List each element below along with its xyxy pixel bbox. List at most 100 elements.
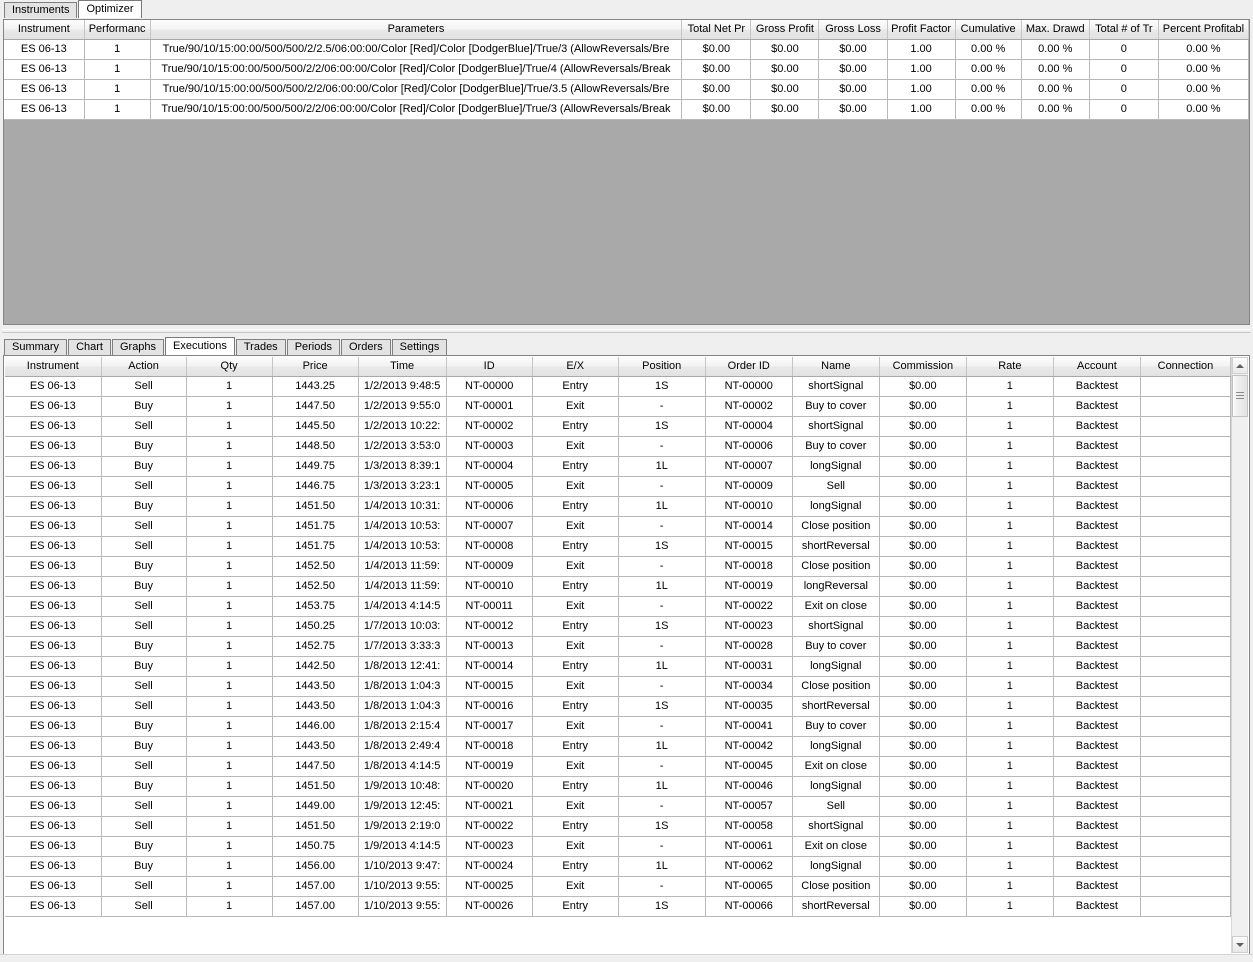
cell-price: 1448.50 xyxy=(272,436,359,457)
table-row[interactable]: ES 06-13 Buy 1 1451.50 1/4/2013 10:31: NT-000… xyxy=(5,496,1231,517)
table-row[interactable]: ES 06-13 Sell 1 1450.25 1/7/2013 10:03: NT-00… xyxy=(5,616,1231,637)
cell-action: Buy xyxy=(101,556,187,577)
column-header-performanc[interactable]: Performanc xyxy=(84,20,151,40)
scroll-up-button[interactable] xyxy=(1232,357,1248,374)
column-header-action[interactable]: Action xyxy=(101,357,187,377)
table-row[interactable]: ES 06-13 Buy 1 1450.75 1/9/2013 4:14:5 NT-000… xyxy=(5,836,1231,857)
table-row[interactable]: ES 06-13 Buy 1 1452.50 1/4/2013 11:59: NT-000… xyxy=(5,576,1231,597)
cell-position: 1L xyxy=(618,656,706,677)
tab-chart[interactable]: Chart xyxy=(68,339,111,355)
table-row[interactable]: ES 06-13 Buy 1 1449.75 1/3/2013 8:39:1 NT-000… xyxy=(5,456,1231,477)
column-header-qty[interactable]: Qty xyxy=(186,357,273,377)
column-header-gross-profit[interactable]: Gross Profit xyxy=(750,20,820,40)
cell-instrument: ES 06-13 xyxy=(4,39,85,60)
table-row[interactable]: ES 06-13 Buy 1 1452.75 1/7/2013 3:33:3 NT-000… xyxy=(5,636,1231,657)
column-header-id[interactable]: ID xyxy=(446,357,533,377)
optimizer-grid[interactable]: Instrument Performanc Parameters Total Net … xyxy=(4,20,1249,324)
table-row[interactable]: ES 06-13 Sell 1 1451.75 1/4/2013 10:53: NT-00… xyxy=(5,536,1231,557)
cell-id: NT-00015 xyxy=(446,676,533,697)
column-header-rate[interactable]: Rate xyxy=(966,357,1054,377)
optimizer-header-row[interactable]: Instrument Performanc Parameters Total Net … xyxy=(4,20,1249,40)
column-header-order-id[interactable]: Order ID xyxy=(705,357,793,377)
table-row[interactable]: ES 06-13 Sell 1 1451.75 1/4/2013 10:53: NT-00… xyxy=(5,516,1231,537)
column-header-time[interactable]: Time xyxy=(358,357,447,377)
column-header-percent-profitabl[interactable]: Percent Profitabl xyxy=(1158,20,1249,40)
table-row[interactable]: ES 06-13 Sell 1 1443.50 1/8/2013 1:04:3 NT-00… xyxy=(5,696,1231,717)
panel-splitter[interactable] xyxy=(0,327,1253,335)
table-row[interactable]: ES 06-13 Sell 1 1449.00 1/9/2013 12:45: NT-00… xyxy=(5,796,1231,817)
column-header-name[interactable]: Name xyxy=(792,357,880,377)
executions-scroll-area[interactable]: Instrument Action Qty Price Time ID E/X Positio… xyxy=(5,357,1231,953)
table-row[interactable]: ES 06-13 1 True/90/10/15:00:00/500/500/2/2… xyxy=(4,79,1249,100)
table-row[interactable]: ES 06-13 Buy 1 1451.50 1/9/2013 10:48: NT-000… xyxy=(5,776,1231,797)
cell-cumulative: 0.00 % xyxy=(955,99,1022,120)
column-header-profit-factor[interactable]: Profit Factor xyxy=(887,20,956,40)
table-row[interactable]: ES 06-13 Sell 1 1453.75 1/4/2013 4:14:5 NT-00… xyxy=(5,596,1231,617)
cell-rate: 1 xyxy=(966,876,1054,897)
cell-ex: Exit xyxy=(532,716,619,737)
executions-vertical-scrollbar[interactable] xyxy=(1231,357,1248,953)
column-header-total-of-tr[interactable]: Total # of Tr xyxy=(1089,20,1159,40)
optimizer-body[interactable]: ES 06-13 1 True/90/10/15:00:00/500/500/2/2… xyxy=(4,39,1249,120)
tab-settings[interactable]: Settings xyxy=(391,339,448,355)
table-row[interactable]: ES 06-13 Sell 1 1446.75 1/3/2013 3:23:1 NT-00… xyxy=(5,476,1231,497)
column-header-commission[interactable]: Commission xyxy=(879,357,967,377)
column-header-parameters[interactable]: Parameters xyxy=(150,20,683,40)
scroll-thumb[interactable] xyxy=(1232,375,1248,417)
tab-periods[interactable]: Periods xyxy=(286,339,340,355)
cell-time: 1/8/2013 12:41: xyxy=(358,656,447,677)
cell-ex: Entry xyxy=(532,536,619,557)
tab-graphs[interactable]: Graphs xyxy=(111,339,165,355)
column-header-position[interactable]: Position xyxy=(618,357,706,377)
executions-body[interactable]: ES 06-13 Sell 1 1443.25 1/2/2013 9:48:5 NT-00… xyxy=(5,376,1231,917)
cell-id: NT-00012 xyxy=(446,616,533,637)
tab-orders[interactable]: Orders xyxy=(340,339,391,355)
tab-optimizer[interactable]: Optimizer xyxy=(78,0,142,18)
column-header-max-drawd[interactable]: Max. Drawd xyxy=(1021,20,1090,40)
table-row[interactable]: ES 06-13 Buy 1 1446.00 1/8/2013 2:15:4 NT-000… xyxy=(5,716,1231,737)
table-row[interactable]: ES 06-13 Sell 1 1443.50 1/8/2013 1:04:3 NT-00… xyxy=(5,676,1231,697)
table-row[interactable]: ES 06-13 Buy 1 1456.00 1/10/2013 9:47: NT-000… xyxy=(5,856,1231,877)
tab-instruments[interactable]: Instruments xyxy=(4,2,78,18)
table-row[interactable]: ES 06-13 Buy 1 1443.50 1/8/2013 2:49:4 NT-000… xyxy=(5,736,1231,757)
column-header-e-x[interactable]: E/X xyxy=(532,357,619,377)
table-row[interactable]: ES 06-13 Sell 1 1445.50 1/2/2013 10:22: NT-00… xyxy=(5,416,1231,437)
cell-ex: Entry xyxy=(532,736,619,757)
column-header-instrument[interactable]: Instrument xyxy=(4,20,85,40)
table-row[interactable]: ES 06-13 Sell 1 1447.50 1/8/2013 4:14:5 NT-00… xyxy=(5,756,1231,777)
cell-ex: Exit xyxy=(532,436,619,457)
table-row[interactable]: ES 06-13 Sell 1 1451.50 1/9/2013 2:19:0 NT-00… xyxy=(5,816,1231,837)
cell-connection xyxy=(1140,816,1231,837)
table-row[interactable]: ES 06-13 Buy 1 1447.50 1/2/2013 9:55:0 NT-000… xyxy=(5,396,1231,417)
column-header-instrument[interactable]: Instrument xyxy=(5,357,102,377)
column-header-connection[interactable]: Connection xyxy=(1140,357,1231,377)
cell-order-id: NT-00035 xyxy=(705,696,793,717)
cell-ex: Entry xyxy=(532,696,619,717)
scroll-track[interactable] xyxy=(1232,374,1248,936)
cell-rate: 1 xyxy=(966,516,1054,537)
table-row[interactable]: ES 06-13 Buy 1 1452.50 1/4/2013 11:59: NT-000… xyxy=(5,556,1231,577)
cell-instrument: ES 06-13 xyxy=(5,696,102,717)
table-row[interactable]: ES 06-13 Buy 1 1442.50 1/8/2013 12:41: NT-000… xyxy=(5,656,1231,677)
column-header-cumulative[interactable]: Cumulative xyxy=(955,20,1022,40)
cell-id: NT-00000 xyxy=(446,376,533,397)
cell-rate: 1 xyxy=(966,536,1054,557)
table-row[interactable]: ES 06-13 Sell 1 1457.00 1/10/2013 9:55: NT-00… xyxy=(5,876,1231,897)
column-header-price[interactable]: Price xyxy=(272,357,359,377)
tab-trades[interactable]: Trades xyxy=(235,339,286,355)
table-row[interactable]: ES 06-13 1 True/90/10/15:00:00/500/500/2/2… xyxy=(4,59,1249,80)
table-row[interactable]: ES 06-13 Sell 1 1443.25 1/2/2013 9:48:5 NT-00… xyxy=(5,376,1231,397)
executions-header-row[interactable]: Instrument Action Qty Price Time ID E/X Positio… xyxy=(5,357,1231,377)
cell-name: shortSignal xyxy=(792,816,880,837)
table-row[interactable]: ES 06-13 Sell 1 1457.00 1/10/2013 9:55: NT-00… xyxy=(5,896,1231,917)
table-row[interactable]: ES 06-13 Buy 1 1448.50 1/2/2013 3:53:0 NT-000… xyxy=(5,436,1231,457)
column-header-total-net-pr[interactable]: Total Net Pr xyxy=(681,20,752,40)
scroll-down-button[interactable] xyxy=(1232,936,1248,953)
table-row[interactable]: ES 06-13 1 True/90/10/15:00:00/500/500/2/2… xyxy=(4,39,1249,60)
cell-connection xyxy=(1140,836,1231,857)
tab-summary[interactable]: Summary xyxy=(4,339,68,355)
tab-executions[interactable]: Executions xyxy=(165,337,235,355)
table-row[interactable]: ES 06-13 1 True/90/10/15:00:00/500/500/2/2… xyxy=(4,99,1249,120)
column-header-gross-loss[interactable]: Gross Loss xyxy=(818,20,888,40)
column-header-account[interactable]: Account xyxy=(1053,357,1141,377)
